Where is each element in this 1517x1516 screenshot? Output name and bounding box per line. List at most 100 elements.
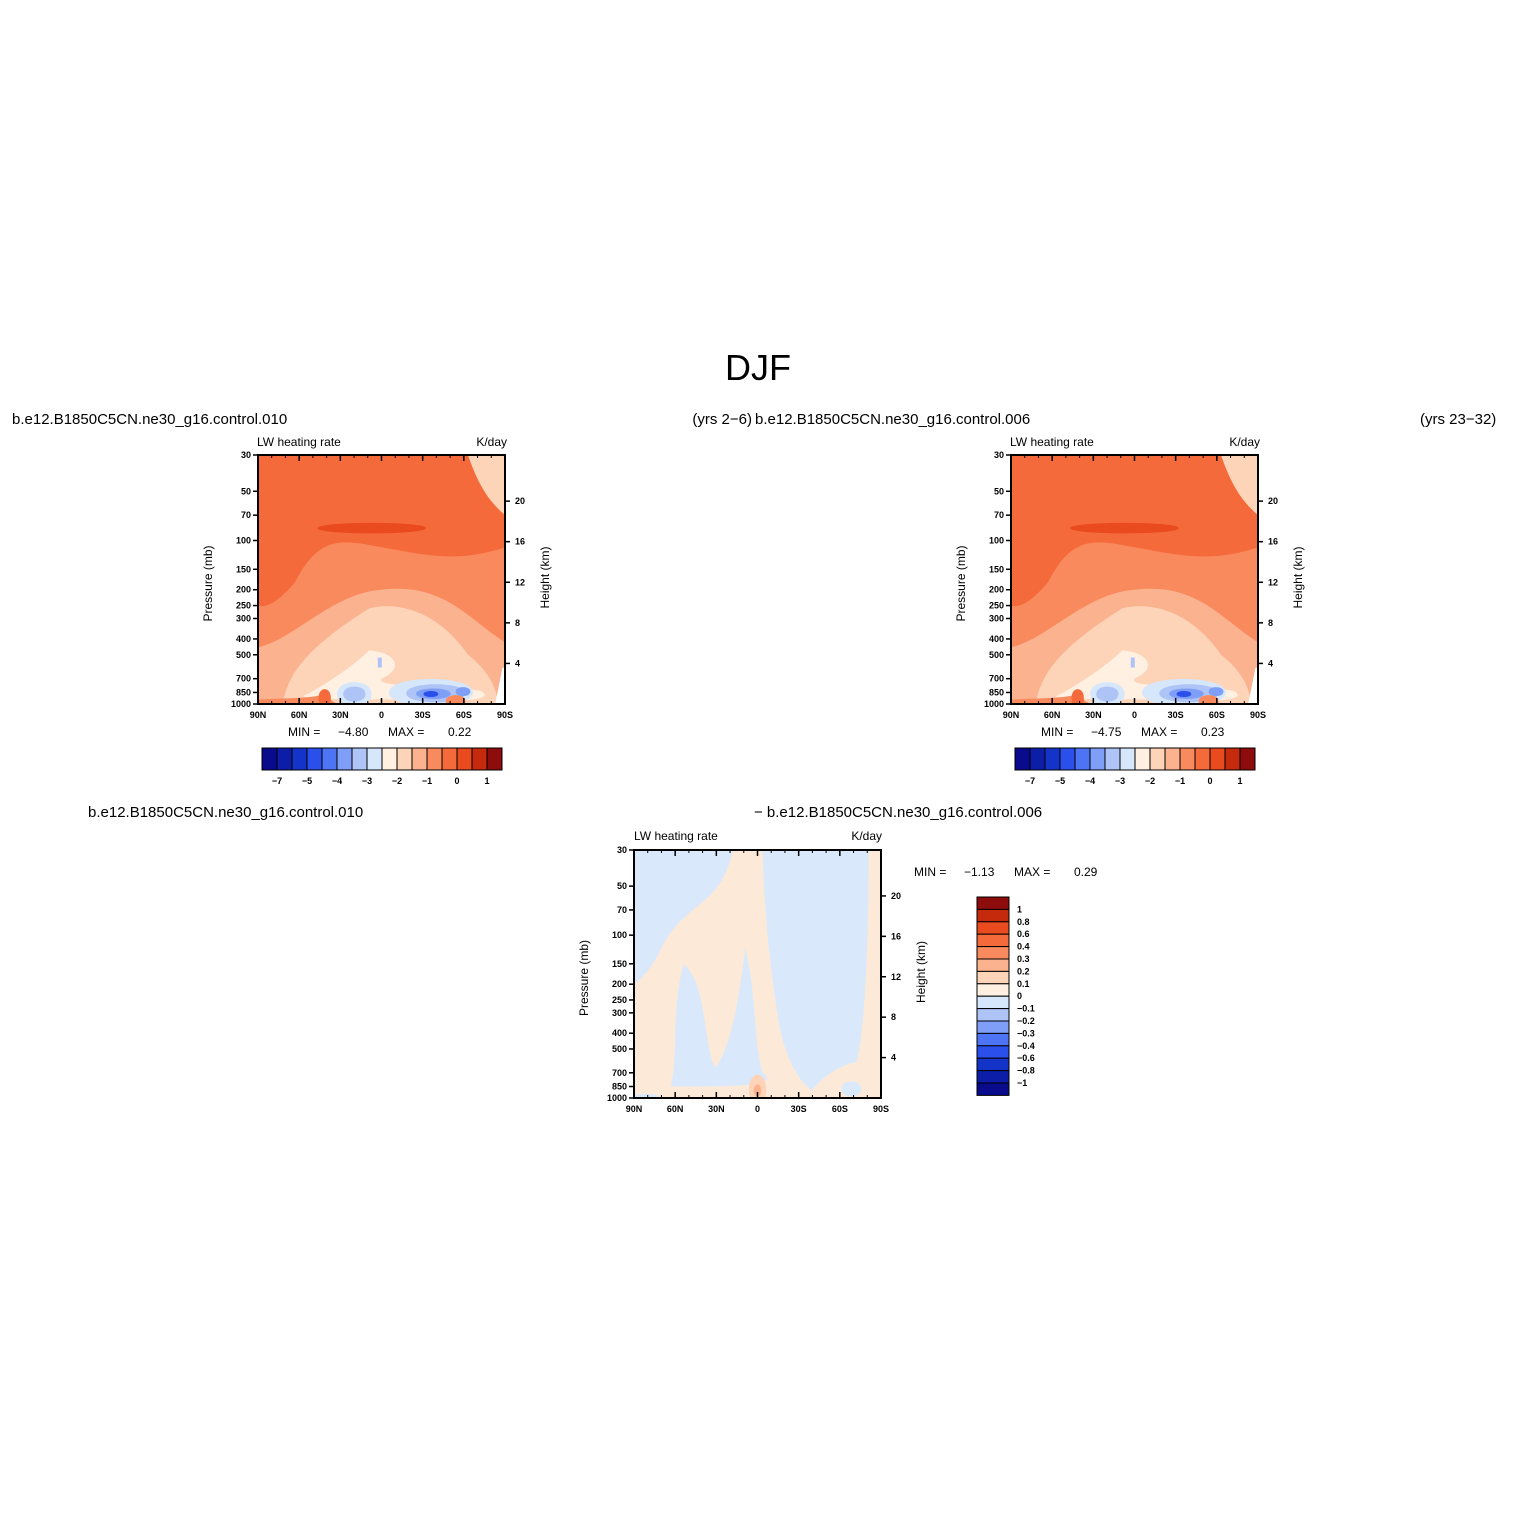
p2-ytick-label: 400 xyxy=(989,634,1004,644)
p2-cbar-box xyxy=(1104,747,1121,771)
p2-cbar-label: −7 xyxy=(1025,776,1035,786)
p1-rtick-label: 20 xyxy=(515,496,525,506)
p3-cbar-box xyxy=(976,995,1010,1010)
p3-ytick-label: 300 xyxy=(612,1008,627,1018)
p2-ytick-label: 30 xyxy=(994,450,1004,460)
p2-ytick-label: 70 xyxy=(994,510,1004,520)
p1-xtick-label: 0 xyxy=(379,710,384,720)
p1-cbar-label: −1 xyxy=(422,776,432,786)
p3-xtick-label: 0 xyxy=(755,1104,760,1114)
p2-field-layers xyxy=(1011,455,1258,704)
p2-xtick-label: 60N xyxy=(1044,710,1061,720)
main-title: DJF xyxy=(725,347,791,388)
p2-cbar-box xyxy=(1179,747,1196,771)
panel1-minmax: MIN = −4.80 MAX = 0.22 xyxy=(288,725,472,739)
p2-surface-warm3 xyxy=(1198,695,1219,704)
p2-rtick-label: 12 xyxy=(1268,577,1278,587)
panel1-case-title: b.e12.B1850C5CN.ne30_g16.control.010 xyxy=(12,411,287,428)
p2-ytick-label: 1000 xyxy=(984,699,1004,709)
p2-cbar-box xyxy=(1194,747,1211,771)
p2-ytick-label: 150 xyxy=(989,564,1004,574)
p1-cbar-label: 1 xyxy=(484,776,489,786)
panel2-left-string: LW heating rate xyxy=(1010,435,1094,449)
p2-cbar-box xyxy=(1209,747,1226,771)
diff-minmax: MIN = −1.13 MAX = 0.29 xyxy=(914,865,1098,879)
p3-xtick-label: 60S xyxy=(832,1104,848,1114)
p1-ytick-label: 250 xyxy=(236,601,251,611)
p2-ytick-label: 100 xyxy=(989,535,1004,545)
panel1-max-value: 0.22 xyxy=(448,725,472,739)
p2-ytick-label: 850 xyxy=(989,687,1004,697)
p3-rtick-label: 4 xyxy=(891,1053,896,1063)
p2-surface-warm2 xyxy=(1071,689,1084,704)
p2-cbar-label: −1 xyxy=(1175,776,1185,786)
p3-cbar-box xyxy=(976,1032,1010,1047)
p1-xtick-label: 30N xyxy=(332,710,349,720)
p1-cbar-label: −4 xyxy=(332,776,342,786)
p1-rtick-label: 12 xyxy=(515,577,525,587)
p1-ytick-label: 50 xyxy=(241,486,251,496)
p1-rtick-label: 8 xyxy=(515,618,520,628)
p2-ytick-label: 700 xyxy=(989,674,1004,684)
p3-cbar-box xyxy=(976,958,1010,972)
p3-cbar-box xyxy=(976,1045,1010,1059)
p1-surface-warm2 xyxy=(318,689,331,704)
p3-ytick-label: 30 xyxy=(617,845,627,855)
p1-ytick-label: 300 xyxy=(236,614,251,624)
p1-cbar-box xyxy=(351,747,368,771)
p3-cbar-label: 1 xyxy=(1017,904,1022,914)
p1-stratos-light xyxy=(467,455,505,516)
diff-min-label: MIN = xyxy=(914,865,946,879)
p3-cbar-box xyxy=(976,970,1010,985)
p3-cbar-label: −0.8 xyxy=(1017,1066,1035,1076)
p2-cbar-box xyxy=(1224,747,1241,771)
panel1-right-string: K/day xyxy=(476,435,507,449)
p2-cbar-box xyxy=(1059,747,1076,771)
p1-cbar-box xyxy=(321,747,338,771)
p1-cbar-box xyxy=(441,747,458,771)
diff-left-string: LW heating rate xyxy=(634,829,718,843)
diff-max-value: 0.29 xyxy=(1074,865,1098,879)
p1-field-layers xyxy=(258,455,505,704)
p3-orange-core2 xyxy=(753,1084,762,1097)
diff-right-string: K/day xyxy=(851,829,882,843)
p2-rtick-label: 16 xyxy=(1268,537,1278,547)
diff-axes: 90N 60N 30N 0 30S 60S 90S 30 50 70 100 150 200 250 300… xyxy=(577,845,928,1114)
p3-cbar-label: 0.6 xyxy=(1017,929,1030,939)
p3-xtick-label: 90N xyxy=(626,1104,643,1114)
p2-rtick-label: 20 xyxy=(1268,496,1278,506)
p1-cbar-label: −3 xyxy=(362,776,372,786)
p3-blue-surf xyxy=(634,1093,659,1098)
p2-cbar-label: −5 xyxy=(1055,776,1065,786)
p2-xtick-label: 0 xyxy=(1132,710,1137,720)
p1-blue-b5 xyxy=(455,687,471,697)
p1-xtick-label: 60S xyxy=(456,710,472,720)
p3-cbar-box xyxy=(976,933,1010,948)
p1-ytick-label: 1000 xyxy=(231,699,251,709)
p3-ytick-label: 850 xyxy=(612,1082,627,1092)
p2-blue-c xyxy=(1130,657,1135,668)
p1-cbar-box xyxy=(426,747,443,771)
panel1-plot: LW heating rate K/day 90N 60N 30N 0 30S 60S 90… xyxy=(201,435,552,786)
panel1-min-label: MIN = xyxy=(288,725,320,739)
p1-cbar-box xyxy=(381,747,398,771)
p2-cbar-box xyxy=(1119,747,1136,771)
p1-ytick-label: 70 xyxy=(241,510,251,520)
p3-xtick-label: 30N xyxy=(708,1104,725,1114)
p3-xtick-label: 90S xyxy=(873,1104,889,1114)
p2-ground xyxy=(1248,667,1258,704)
p3-xtick-label: 60N xyxy=(667,1104,684,1114)
p3-cbar-label: 0.1 xyxy=(1017,979,1030,989)
diff-max-label: MAX = xyxy=(1014,865,1050,879)
panel2-right-string: K/day xyxy=(1229,435,1260,449)
p1-ground xyxy=(495,667,505,704)
p1-ytick-label: 850 xyxy=(236,687,251,697)
panel1-left-string: LW heating rate xyxy=(257,435,341,449)
panel1-contour-field xyxy=(258,455,505,704)
p2-xtick-label: 30S xyxy=(1168,710,1184,720)
panel2-max-label: MAX = xyxy=(1141,725,1177,739)
p3-cbar-label: −1 xyxy=(1017,1078,1027,1088)
panel2-axes: 90N 60N 30N 0 30S 60S 90S 30 50 70 100 150 200 250 300… xyxy=(954,450,1305,720)
p1-cbar-box xyxy=(471,747,488,771)
